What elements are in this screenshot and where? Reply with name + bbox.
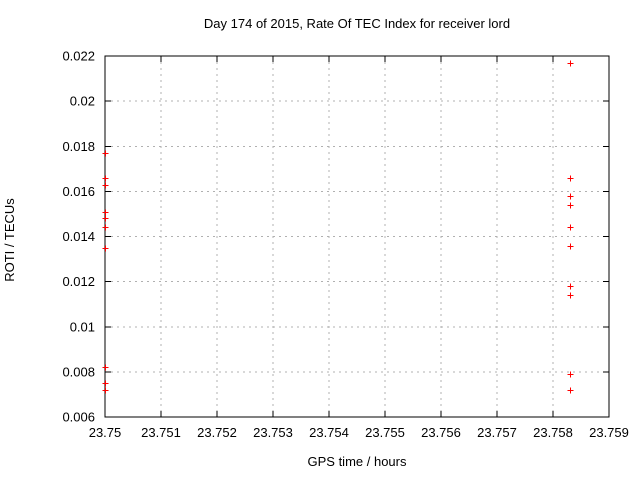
y-tick-label: 0.012 — [62, 274, 95, 289]
data-point-marker — [567, 387, 574, 394]
y-tick-label: 0.018 — [62, 139, 95, 154]
data-point-marker — [102, 387, 109, 394]
x-tick-label: 23.756 — [421, 425, 461, 440]
data-point-marker — [567, 283, 574, 290]
x-tick-label: 23.751 — [141, 425, 181, 440]
data-point-marker — [567, 292, 574, 299]
data-point-marker — [567, 371, 574, 378]
data-point-marker — [102, 150, 109, 157]
data-point-marker — [102, 175, 109, 182]
x-tick-label: 23.759 — [589, 425, 629, 440]
chart-title: Day 174 of 2015, Rate Of TEC Index for r… — [204, 16, 510, 31]
x-tick-label: 23.755 — [365, 425, 405, 440]
y-tick-labels: 0.006 0.008 0.01 0.012 0.014 0.016 0.018 0.02 0.… — [62, 49, 95, 425]
data-point-marker — [567, 175, 574, 182]
y-tick-label: 0.008 — [62, 364, 95, 379]
data-point-marker — [567, 60, 574, 67]
axis-ticks — [104, 55, 610, 418]
y-tick-label: 0.01 — [70, 319, 95, 334]
data-point-marker — [102, 209, 109, 216]
data-point-marker — [102, 215, 109, 222]
x-tick-label: 23.758 — [533, 425, 573, 440]
x-tick-label: 23.75 — [89, 425, 122, 440]
data-point-marker — [102, 224, 109, 231]
data-points — [102, 60, 574, 394]
data-point-marker — [567, 224, 574, 231]
x-tick-labels: 23.75 23.751 23.752 23.753 23.754 23.755 23.75… — [89, 425, 629, 440]
data-point-marker — [102, 245, 109, 252]
y-tick-label: 0.006 — [62, 410, 95, 425]
y-tick-label: 0.016 — [62, 184, 95, 199]
data-point-marker — [102, 182, 109, 189]
x-axis-label: GPS time / hours — [308, 454, 407, 469]
y-tick-label: 0.014 — [62, 229, 95, 244]
data-point-marker — [567, 202, 574, 209]
y-tick-label: 0.022 — [62, 49, 95, 64]
gridlines — [105, 56, 609, 417]
data-point-marker — [567, 243, 574, 250]
data-point-marker — [567, 193, 574, 200]
y-axis-label: ROTI / TECUs — [2, 198, 17, 282]
data-point-marker — [102, 380, 109, 387]
x-tick-label: 23.754 — [309, 425, 349, 440]
data-point-marker — [102, 364, 109, 371]
y-tick-label: 0.02 — [70, 94, 95, 109]
x-tick-label: 23.753 — [253, 425, 293, 440]
x-tick-label: 23.757 — [477, 425, 517, 440]
x-tick-label: 23.752 — [197, 425, 237, 440]
